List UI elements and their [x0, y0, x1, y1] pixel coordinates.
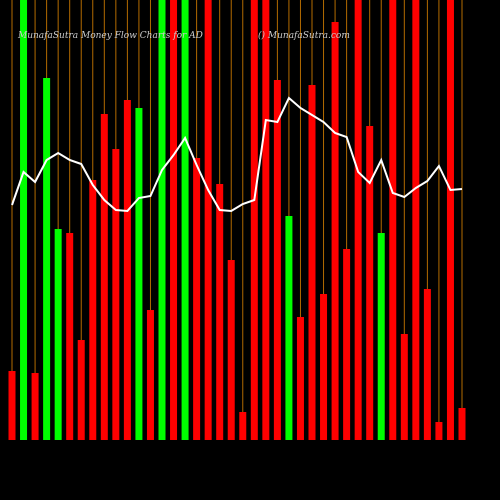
bar: [227, 260, 235, 440]
bar: [146, 310, 154, 440]
bar: [204, 0, 212, 440]
bar: [193, 158, 201, 440]
bar: [389, 0, 397, 440]
bar: [54, 229, 62, 440]
bar: [8, 371, 16, 440]
bar: [400, 334, 408, 440]
bar: [458, 408, 466, 440]
bar: [285, 216, 293, 440]
bar: [123, 100, 131, 440]
bar: [423, 289, 431, 440]
bar: [112, 149, 120, 440]
bar: [412, 0, 420, 440]
bar: [250, 0, 258, 440]
bar: [343, 249, 351, 440]
bar: [331, 22, 339, 440]
bar: [320, 294, 328, 440]
bar: [273, 80, 281, 440]
bar: [216, 184, 224, 440]
bar: [308, 85, 316, 440]
trend-line: [11, 96, 463, 213]
bar: [20, 0, 28, 440]
bar: [435, 422, 443, 440]
bar: [446, 0, 454, 440]
bar: [354, 0, 362, 440]
plot: [8, 0, 466, 440]
bar: [181, 0, 189, 440]
bar: [170, 0, 178, 440]
bar: [66, 233, 74, 440]
bar: [377, 233, 385, 440]
chart-title: MunafaSutra Money Flow Charts for AD: [17, 31, 203, 41]
bar: [89, 180, 97, 440]
bar: [158, 0, 166, 440]
bar: [135, 108, 143, 440]
bar: [43, 78, 51, 440]
bar: [100, 114, 108, 440]
bar: [77, 340, 85, 440]
bar: [31, 373, 39, 440]
bar: [239, 412, 247, 440]
bar: [366, 126, 374, 440]
bar: [296, 317, 304, 440]
bar: [262, 0, 270, 440]
chart-subtitle: () MunafaSutra.com: [258, 30, 350, 41]
